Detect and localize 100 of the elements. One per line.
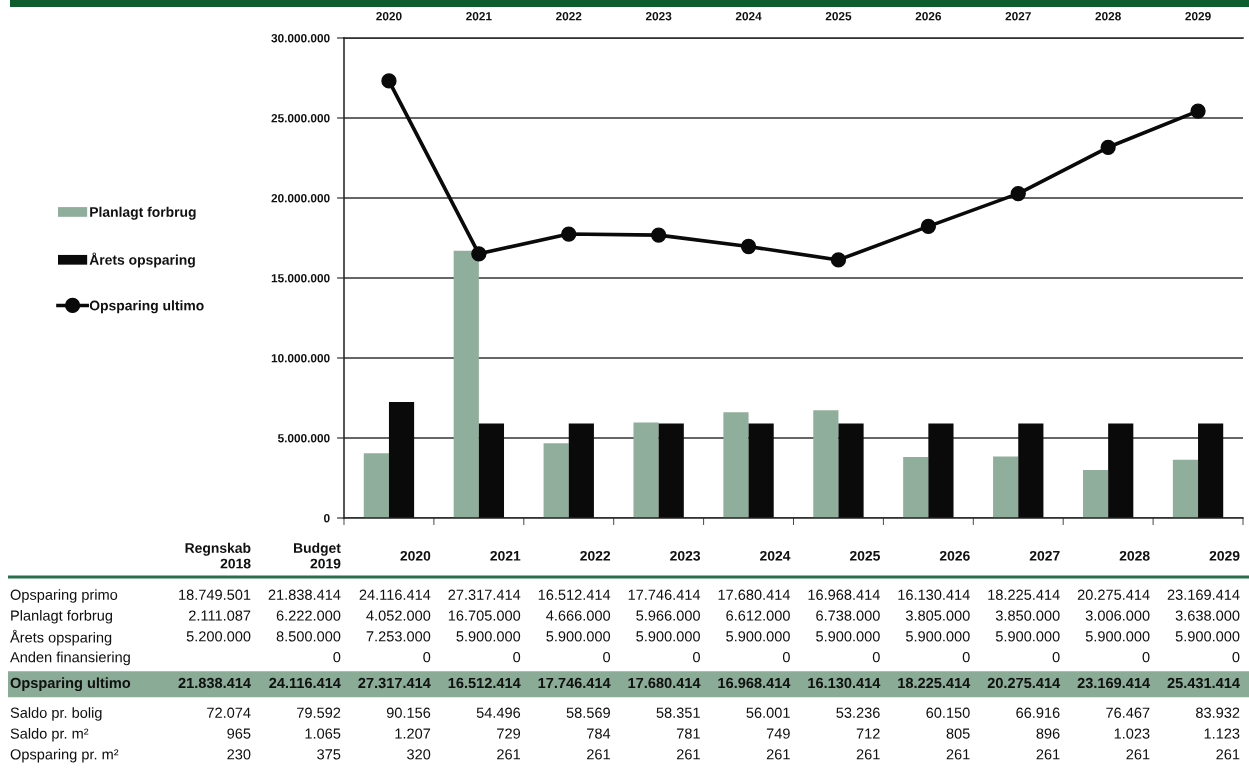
bar <box>838 423 864 518</box>
bar <box>1018 423 1044 518</box>
y-tick-label: Planlagt forbrug <box>11 610 113 624</box>
data-label: 53.236 <box>836 707 880 718</box>
bar <box>928 423 954 518</box>
data-label: 0 <box>782 651 790 663</box>
data-label: 0 <box>603 651 611 663</box>
x-tick-label: 2026 <box>939 550 970 561</box>
data-label: 5.900.000 <box>1175 631 1240 642</box>
data-label: 83.932 <box>1196 707 1240 718</box>
data-label: 261 <box>856 749 880 760</box>
data-label: 261 <box>587 749 610 760</box>
data-label: 0 <box>1142 651 1150 663</box>
data-label: 5.900.000 <box>905 631 970 642</box>
point <box>1010 185 1026 202</box>
data-label: 23.169.414 <box>1077 677 1151 689</box>
data-label: 1.065 <box>305 728 341 739</box>
data-label: 60.150 <box>926 707 970 718</box>
data-label: 3.006.000 <box>1085 610 1150 621</box>
y-tick-label: Saldo pr. m² <box>10 728 89 742</box>
data-label: 8.500.000 <box>276 631 341 642</box>
data-label: 781 <box>676 728 700 739</box>
x-tick-label: 2027 <box>1029 550 1060 561</box>
data-label: 5.900.000 <box>456 631 521 642</box>
bar <box>388 401 415 518</box>
data-label: 16.968.414 <box>808 589 880 600</box>
y-tick-label: Opsparing pr. m² <box>10 748 119 763</box>
x-tick-label: 2028 <box>1095 12 1121 21</box>
data-label: 784 <box>587 728 611 739</box>
data-label: 76.467 <box>1106 707 1150 718</box>
bar <box>993 456 1019 518</box>
data-label: 0 <box>693 651 700 663</box>
x-tick-label: Regnskab 2018 <box>185 542 251 569</box>
point <box>830 252 847 268</box>
data-label: 805 <box>946 728 970 739</box>
point <box>1190 103 1206 119</box>
bar <box>813 410 839 518</box>
y-tick-label: 25.000.000 <box>271 114 330 123</box>
bar <box>1082 469 1109 518</box>
y-tick-label: 15.000.000 <box>271 274 330 283</box>
data-label: 24.116.414 <box>359 589 431 600</box>
data-label: 17.746.414 <box>628 589 701 600</box>
data-label: 5.900.000 <box>726 631 790 642</box>
data-label: 1.207 <box>395 728 431 739</box>
x-tick-label: Budget 2019 <box>294 542 341 569</box>
data-label: 261 <box>1126 749 1150 760</box>
data-label: 965 <box>227 728 251 739</box>
data-label: 18.749.501 <box>179 589 251 600</box>
x-tick-label: 2024 <box>735 12 762 21</box>
data-label: 16.512.414 <box>448 677 521 689</box>
x-tick-label: 2028 <box>1119 550 1150 561</box>
data-label: 54.496 <box>476 707 521 718</box>
data-label: 21.838.414 <box>268 589 341 600</box>
point <box>651 227 667 243</box>
data-label: 1.023 <box>1114 728 1150 739</box>
data-label: 6.222.000 <box>276 610 341 621</box>
legend-label: Årets opsparing <box>89 252 195 268</box>
y-tick-label: Opsparing primo <box>10 589 118 603</box>
data-label: 16.705.000 <box>448 610 521 621</box>
data-label: 729 <box>497 728 521 739</box>
y-tick-label: Opsparing ultimo <box>10 677 131 692</box>
data-label: 25.431.414 <box>1167 677 1240 689</box>
data-label: 261 <box>1216 749 1240 760</box>
x-tick-label: 2022 <box>556 12 582 21</box>
bar <box>723 412 749 518</box>
bar <box>658 423 684 518</box>
x-tick-label: 2025 <box>849 550 880 561</box>
point <box>740 238 757 255</box>
y-tick-label: 30.000.000 <box>271 34 330 43</box>
data-label: 749 <box>766 728 790 739</box>
bar <box>568 423 594 518</box>
data-label: 4.666.000 <box>546 610 611 621</box>
data-label: 375 <box>317 749 341 760</box>
data-label: 0 <box>962 651 970 663</box>
data-label: 16.512.414 <box>538 589 611 600</box>
y-tick-label: 0 <box>324 514 330 523</box>
bar <box>748 423 774 518</box>
x-tick-label: 2025 <box>825 12 852 21</box>
data-label: 5.966.000 <box>636 610 700 621</box>
data-label: 17.680.414 <box>628 677 701 689</box>
data-label: 0 <box>872 651 880 663</box>
data-label: 0 <box>513 651 521 663</box>
x-tick-label: 2024 <box>760 550 791 561</box>
data-label: 20.275.414 <box>1077 589 1150 600</box>
bar <box>1108 423 1134 518</box>
x-tick-label: 2021 <box>490 550 521 561</box>
data-label: 24.116.414 <box>269 677 341 689</box>
data-label: 0 <box>1052 651 1060 663</box>
data-label: 27.317.414 <box>448 589 521 600</box>
bar <box>1172 459 1199 518</box>
data-label: 261 <box>676 749 700 760</box>
y-tick-label: 10.000.000 <box>271 354 330 363</box>
data-label: 17.746.414 <box>538 677 611 689</box>
x-tick-label: 2026 <box>915 12 942 21</box>
data-label: 5.900.000 <box>1085 631 1150 642</box>
x-tick-label: 2020 <box>376 12 402 21</box>
data-label: 0 <box>1232 651 1240 663</box>
data-label: 56.001 <box>746 707 790 718</box>
x-tick-label: 2027 <box>1005 12 1031 21</box>
y-tick-label: Årets opsparing <box>10 629 112 646</box>
